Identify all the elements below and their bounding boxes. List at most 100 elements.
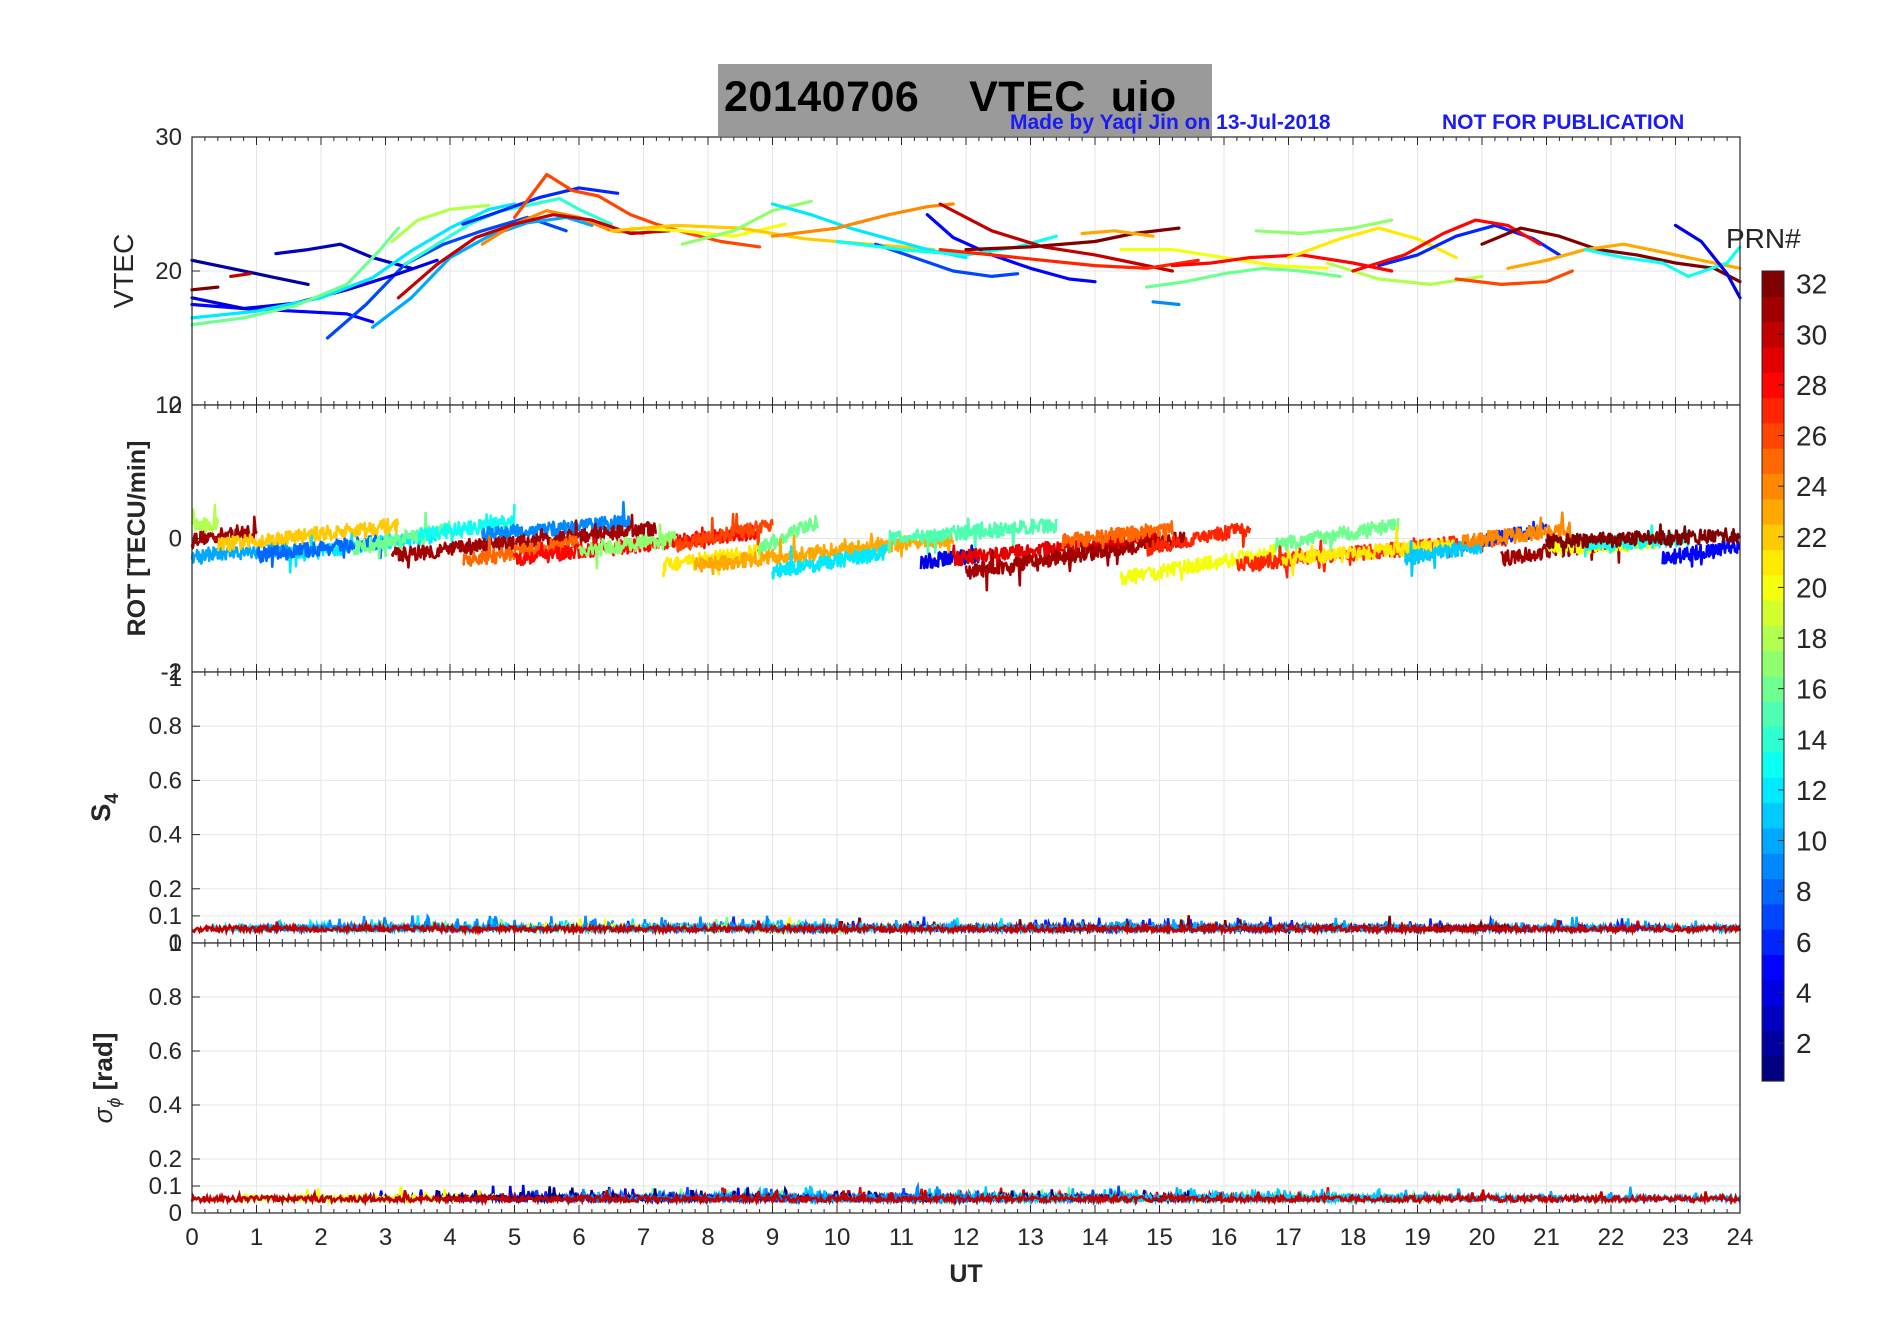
rot-series-prn-23 [693,531,955,576]
vtec-series-prn-27 [938,248,1200,270]
x-tick-label: 14 [1082,1224,1109,1251]
vtec-series-prn-17 [680,199,813,246]
colorbar-swatch-prn-4 [1762,979,1784,1006]
s4-ytick-label: 0.1 [149,903,182,930]
s4-sigma-boundary-label: 0 [169,930,182,957]
vtec-ytick-label: 30 [155,124,182,151]
vtec-series-prn-16 [1144,266,1342,289]
colorbar-swatch-prn-12 [1762,777,1784,804]
x-tick-label: 9 [766,1224,779,1251]
vtec-ytick-label: 20 [155,258,182,285]
vtec-series-prn-26 [1454,269,1574,286]
vtec-series-prn-5 [925,213,1097,284]
s4-sigma-boundary-label: 1 [169,930,182,957]
figure-title: 20140706 VTEC uio [724,73,1177,122]
colorbar-swatch-prn-19 [1762,600,1784,626]
colorbar-tick-label: 20 [1796,572,1827,603]
vtec-series-prn-16 [190,226,400,327]
x-tick-label: 6 [572,1224,585,1251]
rot-s4-boundary-label: -2 [161,659,182,686]
x-tick-label: 8 [701,1224,714,1251]
x-tick-label: 17 [1275,1224,1302,1251]
colorbar-swatch-prn-14 [1762,726,1784,753]
colorbar-swatch-prn-31 [1762,296,1784,323]
colorbar-swatch-prn-23 [1762,498,1784,525]
rot-series-prn-31 [964,531,1187,592]
colorbar-swatch-prn-29 [1762,346,1784,373]
colorbar-title: PRN# [1726,223,1801,254]
colorbar-swatch-prn-8 [1762,878,1784,905]
colorbar-tick-label: 16 [1796,674,1827,705]
rot-series-prn-21 [1280,525,1458,577]
vtec-ylabel: VTEC [108,234,139,309]
x-tick-label: 7 [637,1224,650,1251]
sigma-phi-panel: 00.10.2 0.4 0.6 0.8 [149,942,1742,1227]
colorbar-frame [1761,270,1785,1082]
colorbar-tick-label: 26 [1796,421,1827,452]
colorbar-tick-label: 30 [1796,319,1827,350]
x-tick-label: 22 [1598,1224,1625,1251]
colorbar-swatch-prn-25 [1762,448,1784,475]
x-tick-label: 3 [379,1224,392,1251]
s4-ytick-label: 0.2 [149,876,182,903]
vtec-series-prn-5 [190,302,375,324]
rot-series-prn-15 [887,517,1058,558]
x-tick-label: 19 [1404,1224,1431,1251]
colorbar-swatch-prn-26 [1762,422,1784,449]
s4-ytick-label: 0.8 [149,713,182,740]
colorbar-swatch-prn-17 [1762,650,1784,677]
vtec-series-prn-28 [1351,218,1542,273]
sigma-phi-ytick-label: 0.8 [149,984,182,1011]
rot-series-prn-12 [771,543,890,580]
colorbar-swatch-prn-10 [1762,827,1784,854]
vtec-series-prn-17 [1254,218,1394,236]
s4-ylabel: S4 [86,793,123,822]
sigma-phi-ylabel: σϕ [rad] [88,1033,124,1124]
vtec-series-prn-30 [229,272,252,278]
vtec-series-prn-24 [770,202,955,238]
rot-series-prn-31 [390,513,658,569]
sigma-phi-ytick-label: 0.4 [149,1092,182,1119]
colorbar-tick-label: 14 [1796,724,1827,755]
x-tick-label: 10 [824,1224,851,1251]
colorbar-tick-label: 2 [1796,1028,1812,1059]
colorbar-swatch-prn-20 [1762,574,1784,601]
rot-series-prn-25 [462,534,581,567]
x-axis-label: UT [949,1260,982,1288]
x-tick-label: 20 [1469,1224,1496,1251]
colorbar-swatch-prn-32 [1762,271,1784,297]
s4-panel: 0.10.2 0.4 0.6 0.8 [149,671,1742,944]
rot-series-prn-32 [1545,523,1742,557]
x-tick-label: 1 [250,1224,263,1251]
colorbar-swatch-prn-11 [1762,802,1784,829]
rot-series-prn-16 [1274,518,1400,553]
vtec-series-prn-32 [964,226,1181,252]
colorbar-swatch-prn-27 [1762,397,1784,424]
colorbar-swatch-prn-2 [1762,1030,1784,1057]
vtec-series-prn-7 [874,242,1020,278]
colorbar-tick-label: 28 [1796,370,1827,401]
colorbar-tick-label: 24 [1796,471,1827,502]
colorbar-tick-label: 6 [1796,927,1812,958]
x-tick-label: 16 [1211,1224,1238,1251]
rot-series-prn-26 [674,512,774,553]
colorbar-tick-label: 32 [1796,269,1827,300]
x-tick-label: 2 [314,1224,327,1251]
x-tick-label: 0 [185,1224,198,1251]
vtec-series-prn-9 [1151,300,1181,307]
colorbar-tick-label: 18 [1796,623,1827,654]
x-tick-label: 12 [953,1224,980,1251]
not-for-publication-annotation: NOT FOR PUBLICATION [1442,111,1685,134]
colorbar-swatch-prn-7 [1762,903,1784,930]
colorbar-swatch-prn-5 [1762,954,1784,981]
s4-ytick-label: 0.4 [149,822,182,849]
rot-series-prn-25 [1061,520,1174,550]
x-tick-label: 23 [1662,1224,1689,1251]
vtec-series-prn-13 [1583,245,1742,278]
x-tick-label: 15 [1146,1224,1173,1251]
vtec-series-prn-23 [1080,229,1155,238]
x-tick-label: 18 [1340,1224,1367,1251]
sigma-phi-ytick-label: 0.1 [149,1173,182,1200]
vtec-series-prn-14 [403,197,613,266]
